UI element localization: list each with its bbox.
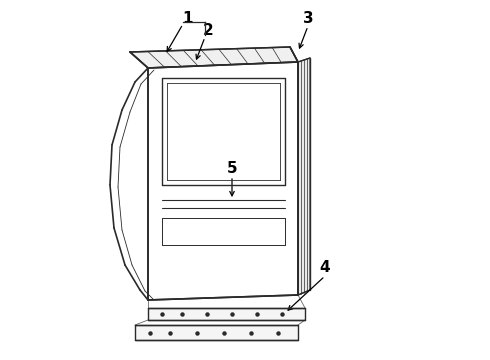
- Text: 4: 4: [319, 261, 330, 275]
- Polygon shape: [135, 325, 298, 340]
- Polygon shape: [148, 62, 298, 300]
- Polygon shape: [130, 47, 298, 68]
- Polygon shape: [298, 58, 310, 295]
- Text: 3: 3: [303, 10, 313, 26]
- Text: 1: 1: [183, 10, 193, 26]
- Text: 5: 5: [227, 161, 237, 176]
- Polygon shape: [148, 308, 305, 320]
- Text: 2: 2: [203, 23, 213, 37]
